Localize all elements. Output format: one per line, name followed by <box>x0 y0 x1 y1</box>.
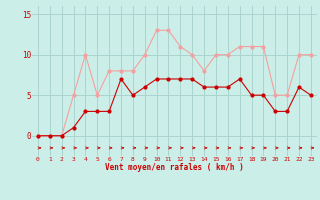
X-axis label: Vent moyen/en rafales ( km/h ): Vent moyen/en rafales ( km/h ) <box>105 163 244 172</box>
